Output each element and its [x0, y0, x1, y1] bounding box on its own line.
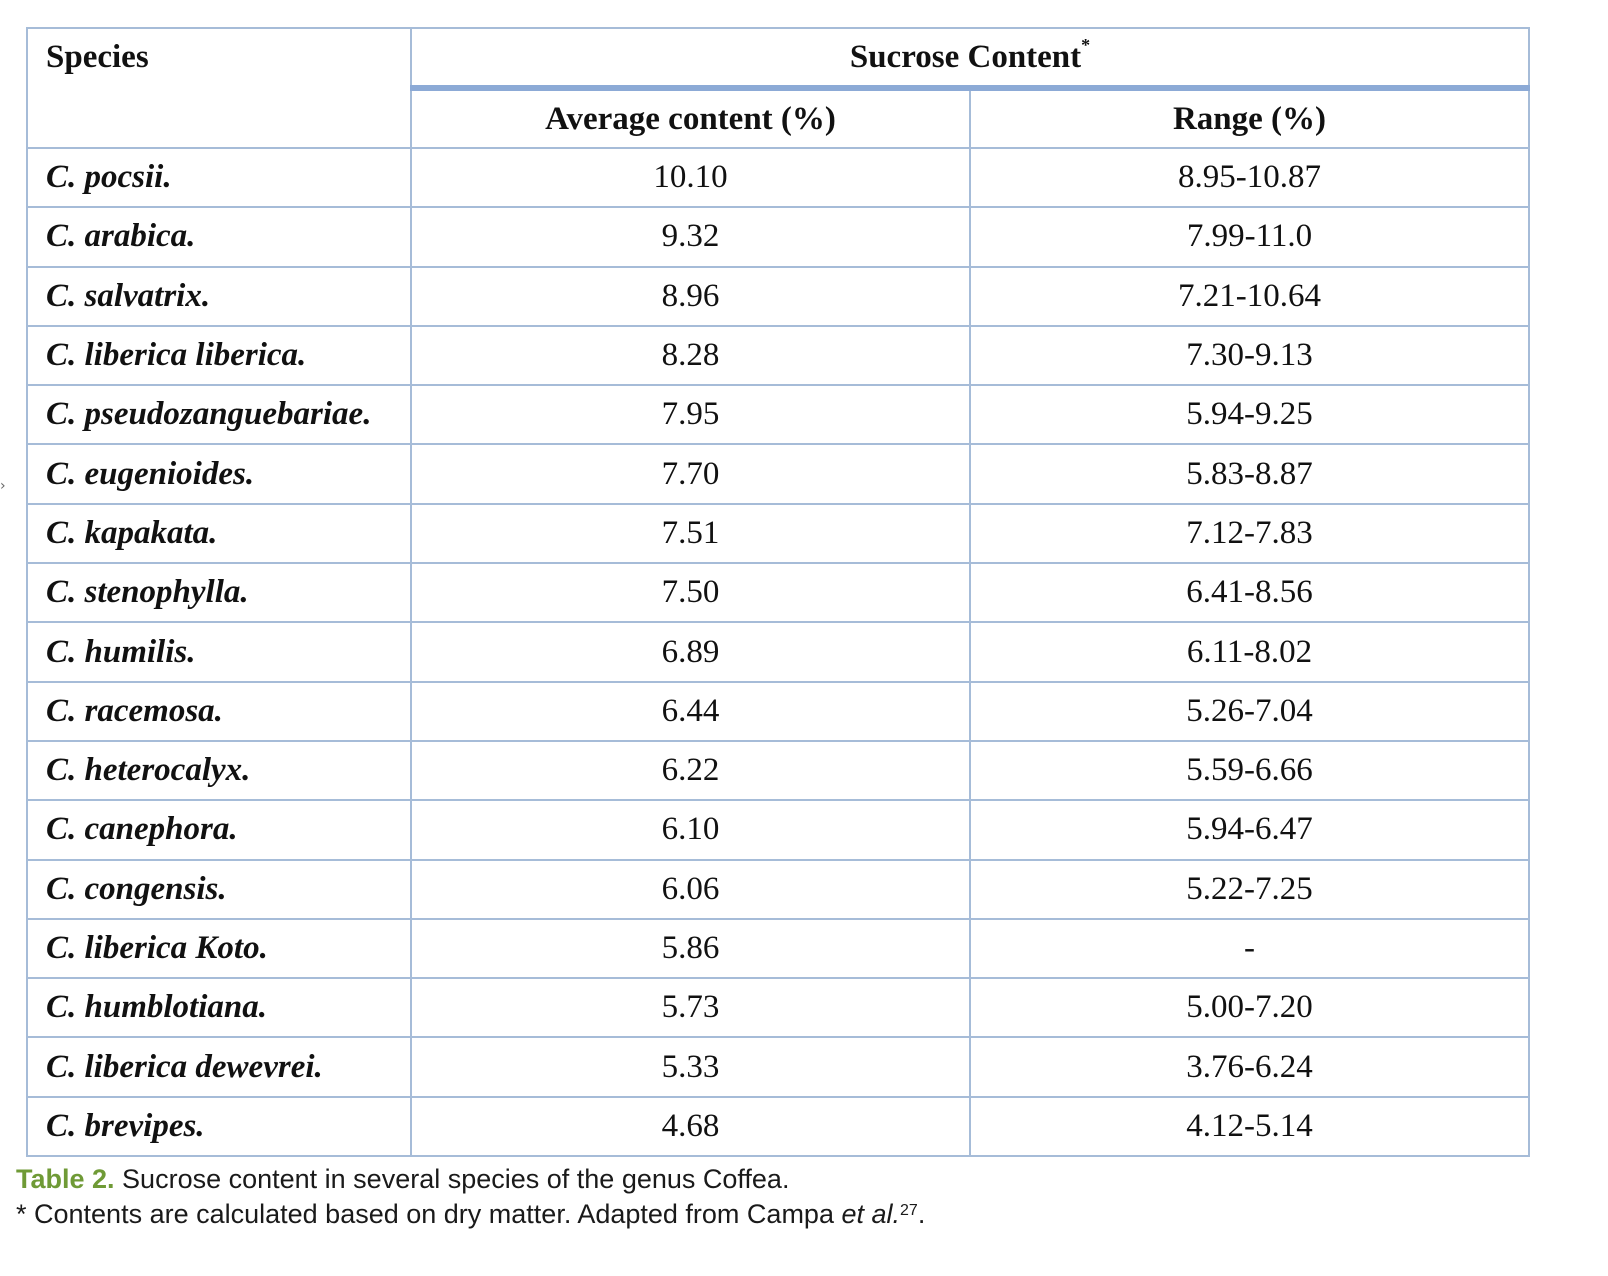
footnote-marker: * [1081, 34, 1091, 55]
table-row: C. salvatrix. 8.96 7.21-10.64 [26, 265, 1530, 327]
range-cell: 7.12-7.83 [969, 502, 1530, 565]
species-cell: C. heterocalyx. [26, 739, 412, 802]
table-row: C. canephora. 6.10 5.94-6.47 [26, 799, 1530, 861]
table-row: C. humilis. 6.89 6.11-8.02 [26, 621, 1530, 683]
range-cell: 7.21-10.64 [969, 265, 1530, 327]
footnote-text: * Contents are calculated based on dry m… [16, 1199, 842, 1229]
table-row: C. arabica. 9.32 7.99-11.0 [26, 206, 1530, 268]
average-content-cell: 5.86 [410, 917, 971, 980]
caption-title-line: Table 2. Sucrose content in several spec… [16, 1162, 925, 1197]
range-cell: 7.99-11.0 [969, 206, 1530, 268]
species-cell: C. liberica liberica. [26, 324, 412, 387]
average-content-cell: 10.10 [410, 146, 971, 209]
species-cell: C. stenophylla. [26, 562, 412, 624]
range-cell: 4.12-5.14 [969, 1095, 1530, 1158]
range-cell: - [969, 917, 1530, 980]
range-cell: 5.22-7.25 [969, 858, 1530, 920]
range-cell: 5.94-9.25 [969, 384, 1530, 446]
caption-text: Sucrose content in several species of th… [114, 1164, 790, 1194]
footnote-suffix: . [917, 1199, 926, 1229]
species-column-header: Species [26, 27, 412, 149]
sucrose-table-container: Species Sucrose Content* Average content… [26, 27, 1530, 1158]
range-cell: 6.41-8.56 [969, 562, 1530, 624]
average-content-cell: 7.70 [410, 443, 971, 505]
table-row: C. brevipes. 4.68 4.12-5.14 [26, 1095, 1530, 1158]
table-row: C. stenophylla. 7.50 6.41-8.56 [26, 562, 1530, 624]
table-caption: Table 2. Sucrose content in several spec… [16, 1162, 925, 1232]
sucrose-content-group-header: Sucrose Content* [410, 27, 1530, 91]
average-content-cell: 5.73 [410, 977, 971, 1039]
table-row: C. congensis. 6.06 5.22-7.25 [26, 858, 1530, 920]
range-cell: 5.26-7.04 [969, 680, 1530, 742]
table-row: C. racemosa. 6.44 5.26-7.04 [26, 680, 1530, 742]
average-content-cell: 6.22 [410, 739, 971, 802]
species-cell: C. liberica dewevrei. [26, 1036, 412, 1098]
table-body: C. pocsii. 10.10 8.95-10.87 C. arabica. 9.32… [26, 146, 1530, 1158]
table-row: C. eugenioides. 7.70 5.83-8.87 [26, 443, 1530, 505]
footnote-italic: et al. [841, 1199, 901, 1229]
species-cell: C. arabica. [26, 206, 412, 268]
sucrose-content-table: Species Sucrose Content* Average content… [26, 27, 1530, 1158]
edge-indicator: › [0, 478, 6, 492]
table-row: C. humblotiana. 5.73 5.00-7.20 [26, 977, 1530, 1039]
caption-label: Table 2. [16, 1164, 115, 1194]
average-content-cell: 6.89 [410, 621, 971, 683]
average-content-cell: 5.33 [410, 1036, 971, 1098]
range-cell: 8.95-10.87 [969, 146, 1530, 209]
average-content-cell: 6.06 [410, 858, 971, 920]
table-row: C. kapakata. 7.51 7.12-7.83 [26, 502, 1530, 565]
species-cell: C. congensis. [26, 858, 412, 920]
range-cell: 5.83-8.87 [969, 443, 1530, 505]
species-cell: C. brevipes. [26, 1095, 412, 1158]
table-row: C. liberica liberica. 8.28 7.30-9.13 [26, 324, 1530, 387]
table-row: C. heterocalyx. 6.22 5.59-6.66 [26, 739, 1530, 802]
table-row: C. liberica dewevrei. 5.33 3.76-6.24 [26, 1036, 1530, 1098]
species-cell: C. racemosa. [26, 680, 412, 742]
species-cell: C. kapakata. [26, 502, 412, 565]
average-content-cell: 7.95 [410, 384, 971, 446]
caption-footnote-line: * Contents are calculated based on dry m… [16, 1197, 925, 1232]
species-cell: C. pseudozanguebariae. [26, 384, 412, 446]
average-content-cell: 7.51 [410, 502, 971, 565]
species-cell: C. humblotiana. [26, 977, 412, 1039]
range-cell: 7.30-9.13 [969, 324, 1530, 387]
species-cell: C. canephora. [26, 799, 412, 861]
table-row: C. liberica Koto. 5.86- [26, 917, 1530, 980]
species-cell: C. eugenioides. [26, 443, 412, 505]
average-content-cell: 9.32 [410, 206, 971, 268]
average-content-cell: 7.50 [410, 562, 971, 624]
species-cell: C. liberica Koto. [26, 917, 412, 980]
table-row: C. pseudozanguebariae. 7.95 5.94-9.25 [26, 384, 1530, 446]
range-column-header: Range (%) [969, 87, 1530, 149]
average-content-cell: 8.28 [410, 324, 971, 387]
average-content-cell: 8.96 [410, 265, 971, 327]
footnote-reference: 27 [900, 1202, 918, 1219]
range-cell: 5.94-6.47 [969, 799, 1530, 861]
range-cell: 6.11-8.02 [969, 621, 1530, 683]
range-cell: 5.59-6.66 [969, 739, 1530, 802]
average-content-column-header: Average content (%) [410, 87, 971, 149]
table-row: C. pocsii. 10.10 8.95-10.87 [26, 146, 1530, 209]
species-cell: C. humilis. [26, 621, 412, 683]
average-content-cell: 6.10 [410, 799, 971, 861]
table-header: Species Sucrose Content* Average content… [26, 27, 1530, 149]
species-cell: C. pocsii. [26, 146, 412, 209]
average-content-cell: 6.44 [410, 680, 971, 742]
species-cell: C. salvatrix. [26, 265, 412, 327]
average-content-cell: 4.68 [410, 1095, 971, 1158]
range-cell: 3.76-6.24 [969, 1036, 1530, 1098]
range-cell: 5.00-7.20 [969, 977, 1530, 1039]
